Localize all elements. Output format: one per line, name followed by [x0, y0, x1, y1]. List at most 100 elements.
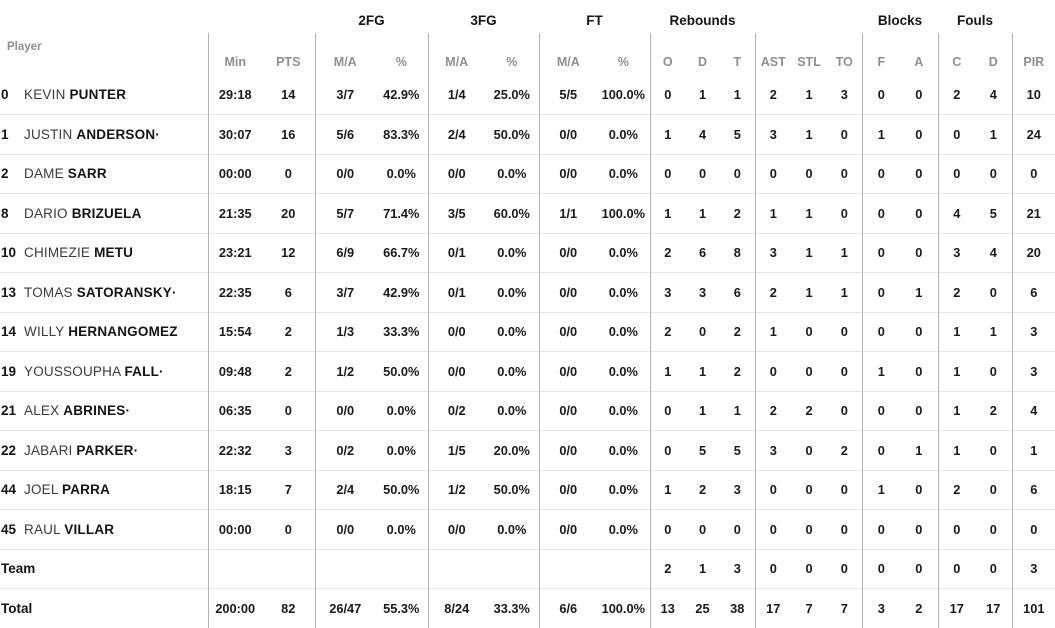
cell-ro: 0: [649, 509, 686, 549]
player-first-name: JUSTIN: [24, 126, 77, 142]
cell-fg3pct: 0.0%: [485, 390, 540, 431]
cell-fd: 2: [975, 390, 1013, 431]
cell-stl: 1: [791, 272, 828, 312]
cell-ro: 1: [649, 114, 686, 154]
cell-stl: 0: [791, 311, 828, 352]
cell-fg3pct: 0.0%: [485, 351, 540, 391]
column-header-ft-ma: M/A: [538, 33, 598, 75]
cell-to: 0: [827, 548, 863, 589]
cell-fg2pct: 0.0%: [375, 430, 429, 470]
cell-rt: 6: [720, 272, 756, 312]
cell-ro: 13: [649, 588, 686, 628]
cell-fg2ma: 5/6: [314, 114, 375, 154]
cell-ro: 0: [649, 153, 686, 194]
player-last-name: PARRA: [62, 482, 111, 498]
row-label: Team: [1, 561, 36, 577]
cell-ba: 0: [900, 390, 939, 431]
cell-bf: 1: [861, 114, 901, 154]
cell-ba: 2: [900, 588, 939, 628]
cell-fg3ma: 1/5: [427, 430, 486, 470]
group-fouls-label: Fouls: [957, 13, 994, 28]
starter-dot: ·: [125, 403, 131, 419]
cell-ftpct: 0.0%: [597, 311, 651, 352]
cell-min: 00:00: [207, 509, 262, 549]
group-header-row: 2FG 3FG FT Rebounds Blocks Fouls: [0, 0, 1055, 33]
cell-ba: 0: [900, 351, 939, 391]
cell-ro: 2: [649, 232, 686, 273]
player-first-name: KEVIN: [24, 87, 70, 102]
cell-fc: 3: [937, 232, 976, 273]
cell-rt: 2: [720, 193, 756, 233]
cell-fg2ma: 3/7: [314, 272, 375, 312]
cell-ftma: 0/0: [538, 272, 598, 312]
cell-fd: 1: [975, 114, 1013, 154]
cell-fg2ma: 6/9: [314, 232, 375, 273]
cell-ast: 3: [754, 430, 792, 470]
cell-fg3ma: 0/0: [427, 509, 486, 549]
player-first-name: ALEX: [24, 403, 64, 419]
cell-ba: 0: [900, 153, 939, 194]
cell-fg3pct: 33.3%: [485, 588, 540, 628]
cell-min: 22:35: [207, 272, 262, 312]
cell-rt: 5: [720, 114, 756, 154]
cell-to: 1: [827, 232, 863, 273]
player-cell: 21 ALEX ABRINES·: [0, 390, 208, 431]
cell-stl: 0: [791, 430, 828, 470]
cell-bf: 3: [861, 588, 901, 628]
column-header-reb-o: O: [649, 33, 686, 75]
cell-ast: 0: [754, 351, 792, 391]
cell-to: 0: [827, 153, 863, 194]
player-cell: Team: [0, 548, 208, 589]
cell-ro: 0: [649, 75, 686, 115]
cell-pts: 6: [262, 272, 315, 312]
cell-pir: 20: [1011, 232, 1055, 273]
cell-min: 29:18: [207, 75, 262, 115]
cell-ftpct: 0.0%: [597, 509, 651, 549]
player-cell: 1 JUSTIN ANDERSON·: [0, 114, 208, 154]
cell-pir: 101: [1011, 588, 1055, 628]
player-first-name: RAUL: [24, 521, 65, 537]
player-first-name: JABARI: [24, 442, 77, 458]
cell-fg3pct: 60.0%: [485, 193, 540, 233]
cell-min: [207, 548, 262, 589]
column-header-ast: AST: [754, 33, 792, 75]
cell-fg3ma: 3/5: [427, 193, 486, 233]
cell-pts: 12: [262, 232, 315, 273]
cell-rd: 3: [685, 272, 721, 312]
cell-stl: 2: [791, 390, 828, 431]
cell-fg3ma: 8/24: [427, 588, 486, 628]
column-header-min: Min: [207, 33, 262, 75]
cell-ftma: 0/0: [538, 430, 598, 470]
cell-ftma: 0/0: [538, 469, 598, 510]
jersey-number: 21: [1, 403, 17, 419]
cell-pir: 3: [1011, 311, 1055, 352]
player-row: 44 JOEL PARRA 18:15 7 2/4 50.0% 1/2 50.0% 0/0 0.0…: [0, 469, 1055, 510]
cell-to: 0: [827, 509, 863, 549]
cell-fc: 2: [937, 75, 976, 115]
column-header-foul-d: D: [988, 55, 998, 69]
cell-bf: 0: [861, 193, 901, 233]
cell-pir: 3: [1011, 351, 1055, 391]
cell-fg3pct: 25.0%: [493, 87, 530, 102]
cell-rd: 0: [685, 153, 721, 194]
player-last-name: BRIZUELA: [71, 205, 142, 221]
cell-fg2pct: 0.0%: [375, 390, 429, 431]
cell-stl: 0: [791, 548, 828, 589]
cell-fg3pct: 50.0%: [485, 469, 540, 510]
player-row: 13 TOMAS SATORANSKY· 22:35 6 3/7 42.9% 0/1 0.0%…: [0, 272, 1055, 312]
cell-fg2pct: 33.3%: [375, 311, 429, 352]
cell-rd: 1: [685, 193, 721, 233]
cell-fd: 4: [975, 232, 1013, 273]
cell-fg2pct: 42.9%: [375, 272, 429, 312]
cell-min: 18:15: [207, 469, 262, 510]
cell-fg2ma: 0/2: [314, 430, 375, 470]
cell-bf: 0: [861, 232, 901, 273]
player-first-name: JOEL: [24, 482, 63, 498]
cell-pts: [262, 548, 315, 589]
cell-fg2pct: 50.0%: [375, 351, 429, 391]
cell-ro: 0: [649, 430, 686, 470]
cell-ftma: 0/0: [538, 232, 598, 273]
column-header-blk-a: A: [914, 55, 924, 69]
cell-ftma: 0/0: [538, 390, 598, 431]
